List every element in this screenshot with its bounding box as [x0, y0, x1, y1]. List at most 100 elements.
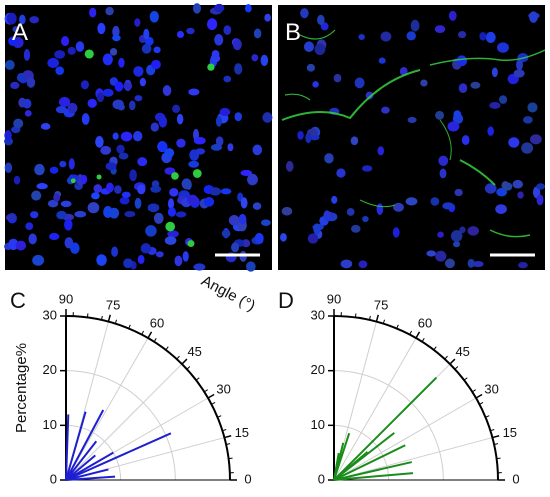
nucleus [142, 44, 152, 54]
panel-label: B [285, 19, 301, 46]
nucleus [317, 15, 325, 25]
nucleus [300, 8, 308, 18]
nucleus [100, 146, 111, 155]
nucleus [193, 3, 201, 14]
nucleus [282, 207, 293, 216]
minor-angle-tick [434, 347, 436, 350]
minor-angle-tick [486, 416, 490, 418]
nucleus [381, 107, 390, 114]
nucleus [55, 66, 64, 75]
nucleus [454, 189, 462, 196]
nucleus [105, 7, 113, 16]
nucleus [359, 260, 368, 268]
y-tick-label: 20 [311, 362, 325, 377]
angle-tick [376, 315, 378, 322]
panel-label: D [278, 288, 294, 313]
nucleus [514, 69, 525, 77]
nucleus [323, 210, 330, 221]
nucleus [16, 241, 26, 251]
nucleus [467, 226, 478, 236]
nucleus [445, 259, 455, 269]
nucleus [115, 81, 124, 91]
minor-angle-tick [464, 378, 467, 380]
nucleus [351, 136, 359, 145]
nucleus [308, 233, 319, 243]
nucleus [521, 142, 533, 153]
nucleus [435, 111, 444, 120]
nucleus [448, 121, 460, 131]
nucleus [123, 258, 133, 268]
nucleus [440, 169, 447, 179]
angle-tick-label: 75 [106, 298, 120, 313]
minor-angle-tick [497, 458, 501, 459]
minor-angle-tick [355, 313, 356, 317]
nucleus [182, 178, 192, 189]
nucleus [61, 36, 69, 46]
nucleus [165, 236, 177, 245]
nucleus [95, 136, 104, 148]
nucleus [324, 153, 333, 163]
nucleus [29, 16, 39, 23]
nucleus [140, 78, 146, 86]
nucleus [227, 143, 233, 151]
nucleus [462, 135, 470, 145]
nucleus [406, 31, 415, 40]
nucleus [137, 157, 147, 166]
y-axis-title: Percentage% [13, 343, 30, 433]
nucleus [438, 156, 448, 166]
angle-tick [224, 436, 231, 438]
angle-tick [416, 332, 420, 338]
nucleus [111, 246, 118, 256]
nucleus [246, 261, 256, 271]
angle-tick-label: 45 [187, 344, 201, 359]
minor-angle-tick [177, 356, 180, 359]
nucleus [336, 168, 345, 177]
nucleus [74, 211, 86, 218]
nucleus [34, 164, 44, 175]
nucleus [69, 158, 75, 169]
nucleus [5, 163, 12, 173]
nucleus [362, 165, 372, 171]
nucleus [234, 63, 242, 74]
nucleus [41, 123, 51, 130]
nucleus [106, 182, 114, 192]
nucleus [76, 41, 84, 52]
angle-tick [108, 315, 110, 322]
nucleus [134, 18, 140, 27]
minor-angle-tick [218, 416, 222, 418]
nucleus [81, 175, 87, 184]
nucleus [195, 148, 205, 154]
nucleus [168, 207, 176, 217]
nucleus [129, 100, 136, 110]
nucleus [59, 161, 66, 167]
minor-angle-tick [455, 367, 458, 370]
nucleus [141, 243, 151, 253]
nucleus [358, 34, 365, 40]
minor-angle-tick [129, 325, 131, 329]
nucleus [103, 53, 113, 65]
nucleus [23, 99, 32, 109]
nucleus [68, 47, 76, 55]
nucleus [501, 181, 509, 189]
nucleus [145, 225, 156, 237]
nucleus [537, 194, 544, 205]
nucleus [164, 148, 174, 158]
nucleus [4, 130, 11, 140]
nucleus [426, 250, 436, 256]
nucleus [315, 44, 326, 55]
nucleus [163, 85, 172, 96]
y-tick-label: 0 [318, 471, 325, 486]
nucleus [312, 81, 319, 88]
nucleus [81, 80, 89, 89]
nucleus [89, 8, 96, 18]
nucleus [468, 259, 475, 268]
angle-tick-label: 30 [216, 381, 230, 396]
green-spot [193, 169, 202, 178]
angle-tick-label: 90 [327, 291, 341, 306]
nucleus [453, 110, 461, 119]
minor-angle-tick [196, 378, 199, 380]
angle-tick-label: 15 [235, 425, 249, 440]
nucleus [497, 42, 509, 52]
nucleus [523, 116, 533, 124]
